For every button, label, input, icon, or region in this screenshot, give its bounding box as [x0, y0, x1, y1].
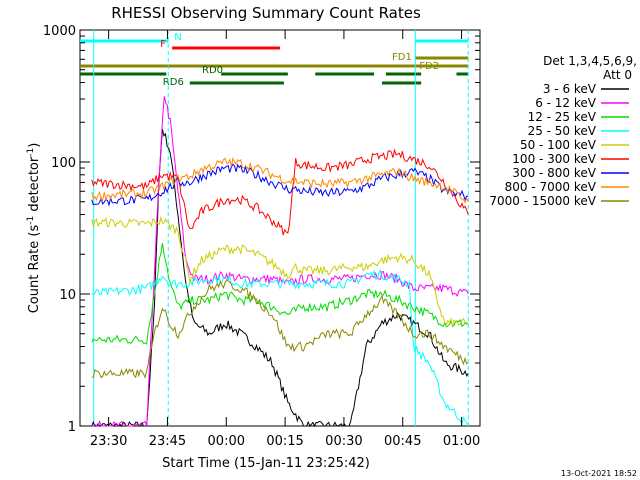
flag-label-n: N	[174, 32, 181, 43]
flag-label-rd0: RD0	[202, 65, 223, 76]
series-line-0	[91, 128, 469, 428]
x-tick-label: 00:00	[208, 434, 245, 449]
plot-frame	[79, 29, 481, 427]
x-tick-label: 23:45	[149, 434, 186, 449]
series-line-6	[91, 163, 469, 207]
series-line-8	[91, 279, 469, 379]
y-axis-label-main: Count Rate (s	[27, 225, 42, 314]
x-tick-label: 00:45	[384, 434, 421, 449]
legend-title: Det 1,3,4,5,6,9,	[543, 54, 637, 68]
y-tick-label: 1000	[43, 24, 76, 39]
y-axis-label-exp1: -1	[26, 216, 36, 225]
legend-label: 800 - 7000 keV	[505, 180, 597, 194]
legend-label: 25 - 50 keV	[528, 124, 597, 138]
y-axis: 1 10 100 1000	[43, 24, 480, 435]
legend-label: 100 - 300 keV	[512, 152, 596, 166]
series-line-3	[91, 268, 469, 427]
series-lines	[91, 96, 469, 428]
legend-label: 50 - 100 keV	[520, 138, 597, 152]
x-tick-label: 23:30	[90, 434, 127, 449]
legend-label: 3 - 6 keV	[543, 82, 597, 96]
flag-label-fd1: FD1	[392, 52, 412, 63]
y-axis-label-exp2: -1	[26, 148, 36, 157]
flag-label-f: F	[160, 39, 166, 50]
flag-bars: NF FD1 FD2 RD0 RD6	[80, 32, 469, 88]
legend-subtitle: Att 0	[603, 68, 632, 82]
x-axis-label: Start Time (15-Jan-11 23:25:42)	[162, 456, 370, 471]
x-axis: 23:30 23:45 00:00 00:15 00:30 00:45 01:00	[90, 30, 480, 449]
y-tick-label: 10	[59, 288, 76, 303]
y-axis-label: Count Rate (s-1 detector-1)	[26, 143, 42, 314]
series-line-2	[91, 243, 469, 345]
flag-label-rd6: RD6	[163, 77, 184, 88]
y-axis-label-mid: detector	[27, 156, 42, 216]
series-line-5	[91, 148, 469, 236]
series-line-4	[91, 215, 469, 328]
flag-label-fd2: FD2	[419, 61, 439, 72]
y-axis-label-end: )	[27, 143, 42, 148]
footer-date: 13-Oct-2021 18:52	[561, 469, 637, 478]
legend-label: 7000 - 15000 keV	[489, 194, 596, 208]
vertical-markers	[93, 30, 469, 426]
legend-label: 6 - 12 keV	[535, 96, 597, 110]
x-tick-label: 00:15	[266, 434, 303, 449]
legend-label: 12 - 25 keV	[528, 110, 597, 124]
plot-area: NF FD1 FD2 RD0 RD6	[79, 29, 481, 428]
chart-title: RHESSI Observing Summary Count Rates	[111, 4, 421, 22]
y-tick-label: 1	[68, 420, 76, 435]
x-tick-label: 00:30	[325, 434, 362, 449]
series-line-7	[91, 156, 469, 204]
legend-label: 300 - 800 keV	[512, 166, 596, 180]
y-tick-label: 100	[51, 156, 76, 171]
x-tick-label: 01:00	[443, 434, 480, 449]
